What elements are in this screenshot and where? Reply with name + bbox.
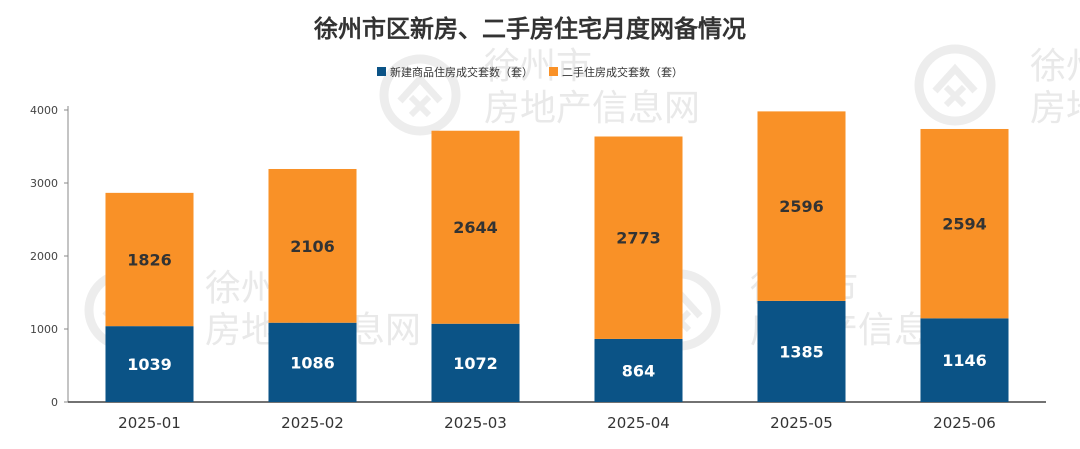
data-label: 1826 [127,251,172,270]
y-tick-label: 1000 [30,323,58,336]
legend-label: 二手住房成交套数（套） [562,65,683,79]
watermark-line1: 徐州市 [484,46,592,87]
y-tick-label: 4000 [30,104,58,117]
watermark-line1: 徐州市 [1030,46,1080,87]
x-tick-label: 2025-02 [281,414,344,432]
y-tick-label: 3000 [30,177,58,190]
bars: 1039 1826 1086 2106 1072 2644 864 2773 1385 2596 1… [105,111,1009,402]
x-tick-label: 2025-01 [118,414,181,432]
data-label: 1072 [453,354,498,373]
watermark-logo-ring [379,54,461,136]
watermark-logo-x [408,94,432,118]
bar-segment [105,326,194,402]
watermark-logo-x [943,84,967,108]
y-tick-label: 2000 [30,250,58,263]
data-label: 2106 [290,237,335,256]
y-tick-label: 0 [51,396,58,409]
data-label: 864 [622,361,655,380]
legend-swatch [549,67,558,76]
watermark-line2: 房地产信息网 [1030,88,1080,129]
legend-label: 新建商品住房成交套数（套） [390,65,533,79]
x-tick-label: 2025-03 [444,414,507,432]
data-label: 1039 [127,355,172,374]
legend-swatch [377,67,386,76]
bar-segment [431,323,520,402]
data-label: 1146 [942,351,987,370]
watermark-logo-roof [932,63,978,94]
axes: 0 1000 2000 3000 4000 2025-01 2025-02 2025-03 20… [30,104,1046,432]
bar-segment [757,300,846,402]
bar-segment [594,338,683,402]
data-label: 2644 [453,218,498,237]
bar-segment [105,192,194,327]
bar-segment [757,111,846,301]
watermark-line2: 房地产信息网 [484,88,700,129]
chart-title: 徐州市区新房、二手房住宅月度网备情况 [313,15,746,43]
bar-segment [920,128,1009,319]
data-label: 1086 [290,353,335,372]
watermark-logo-roof [397,73,443,104]
bar-segment [594,136,683,339]
data-label: 2773 [616,229,661,248]
bar-segment [431,130,520,324]
bar-segment [268,322,357,402]
x-tick-label: 2025-04 [607,414,670,432]
legend: 新建商品住房成交套数（套） 二手住房成交套数（套） [377,65,683,79]
data-label: 2594 [942,215,987,234]
x-tick-label: 2025-06 [933,414,996,432]
watermark-logo-ring [914,44,996,126]
bar-segment [920,318,1009,402]
x-tick-label: 2025-05 [770,414,833,432]
data-label: 2596 [779,197,824,216]
bar-segment [268,168,357,323]
data-label: 1385 [779,342,824,361]
